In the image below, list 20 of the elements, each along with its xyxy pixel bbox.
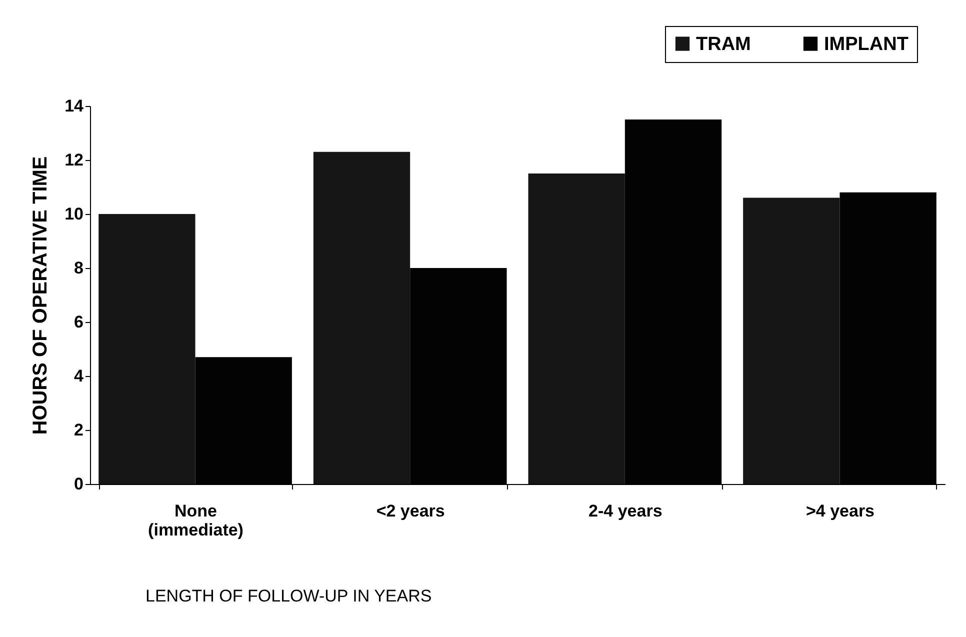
x-tick-label: 2-4 years — [588, 502, 662, 520]
x-tick-label: <2 years — [376, 502, 445, 520]
y-tick-label: 12 — [64, 150, 84, 170]
y-tick-label: 4 — [74, 366, 84, 386]
bar — [528, 174, 625, 484]
y-tick-label: 14 — [64, 96, 84, 116]
x-axis-title: LENGTH OF FOLLOW-UP IN YEARS — [146, 586, 432, 606]
legend-label: TRAM — [696, 34, 751, 55]
y-tick-label: 10 — [64, 204, 84, 224]
y-tick-label: 6 — [74, 312, 84, 332]
x-tick-label: None (immediate) — [148, 502, 244, 540]
bar — [743, 198, 840, 484]
x-tick-label: >4 years — [806, 502, 875, 520]
y-tick-label: 0 — [74, 474, 84, 494]
bar — [313, 152, 410, 484]
y-tick-label: 8 — [74, 258, 84, 278]
y-axis-title: HOURS OF OPERATIVE TIME — [30, 156, 52, 435]
bar — [98, 214, 196, 484]
y-tick-label: 2 — [74, 420, 84, 440]
legend-label: IMPLANT — [824, 34, 909, 55]
